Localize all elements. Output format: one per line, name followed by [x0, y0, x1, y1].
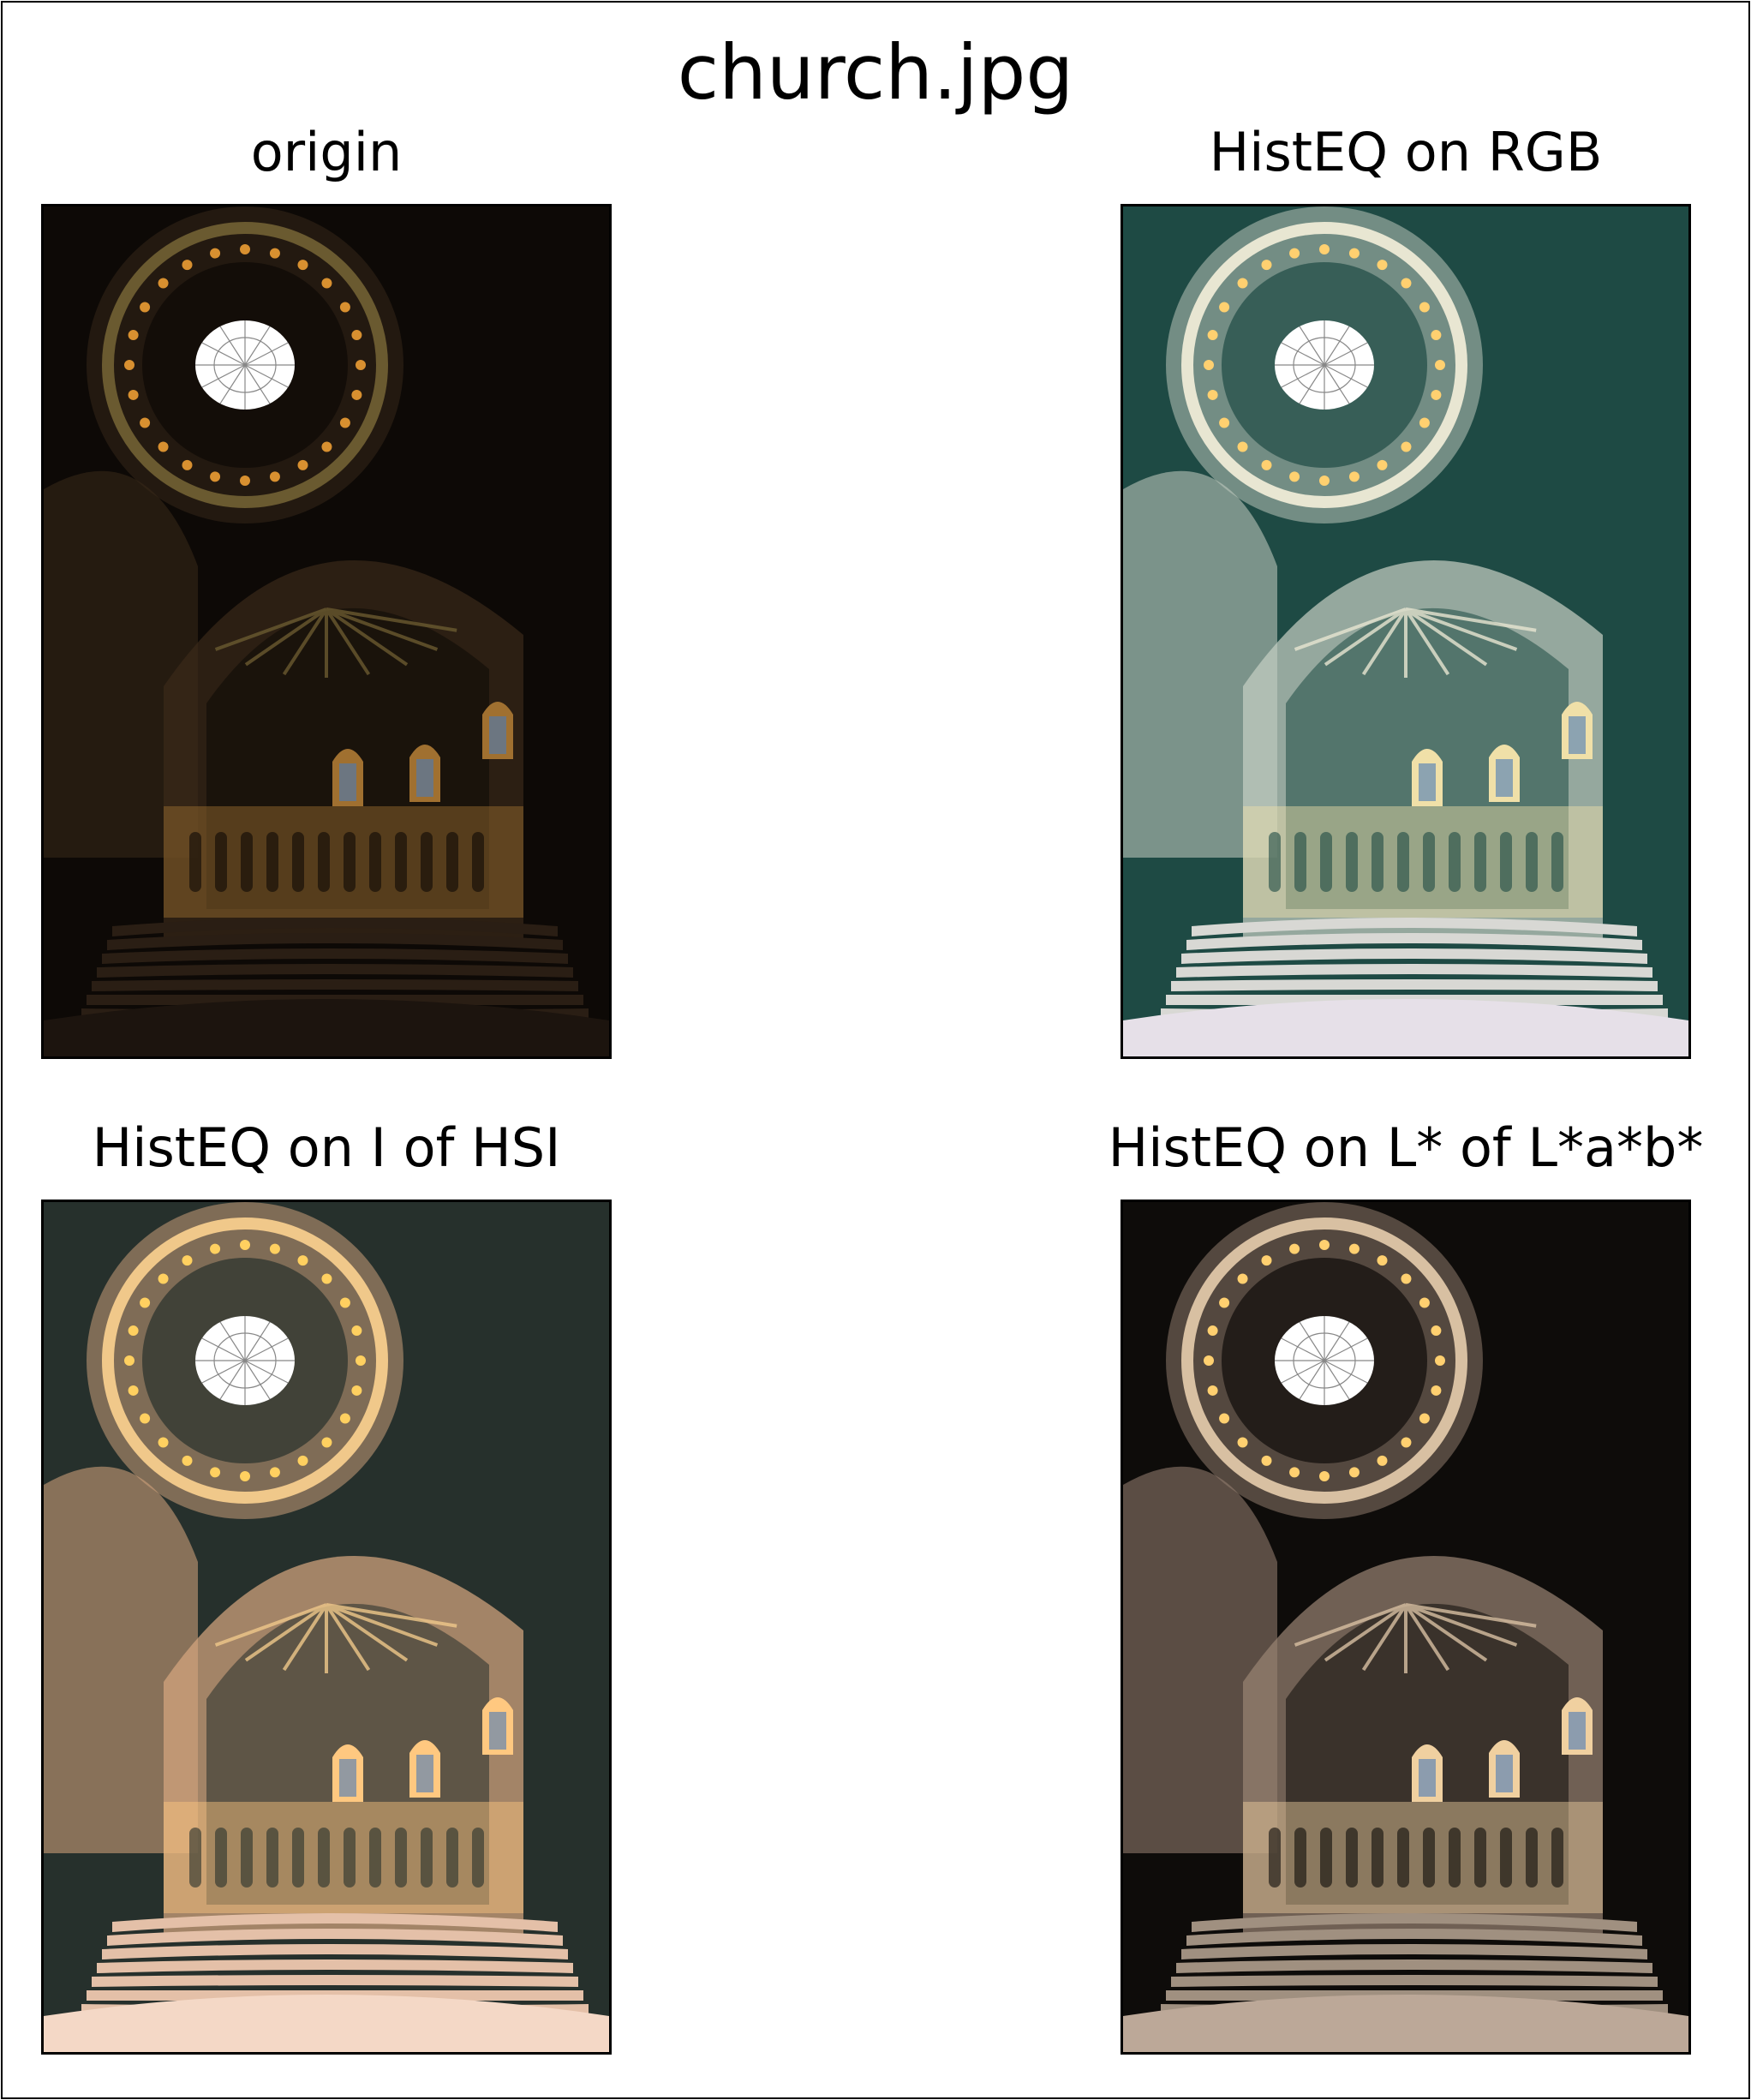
- panel-title-histeq-rgb: HistEQ on RGB: [1209, 121, 1603, 183]
- church-photo: [44, 1202, 609, 2052]
- image-histeq-lab: [1121, 1200, 1691, 2055]
- panel-title-histeq-hsi: HistEQ on I of HSI: [92, 1116, 561, 1179]
- panel-title-origin: origin: [250, 121, 403, 183]
- church-photo: [1123, 1202, 1688, 2052]
- church-photo: [1123, 206, 1688, 1056]
- image-histeq-hsi: [41, 1200, 612, 2055]
- image-origin: [41, 204, 612, 1059]
- panel-title-histeq-lab: HistEQ on L* of L*a*b*: [1108, 1116, 1704, 1179]
- image-histeq-rgb: [1121, 204, 1691, 1059]
- figure-title: church.jpg: [677, 28, 1074, 117]
- church-photo: [44, 206, 609, 1056]
